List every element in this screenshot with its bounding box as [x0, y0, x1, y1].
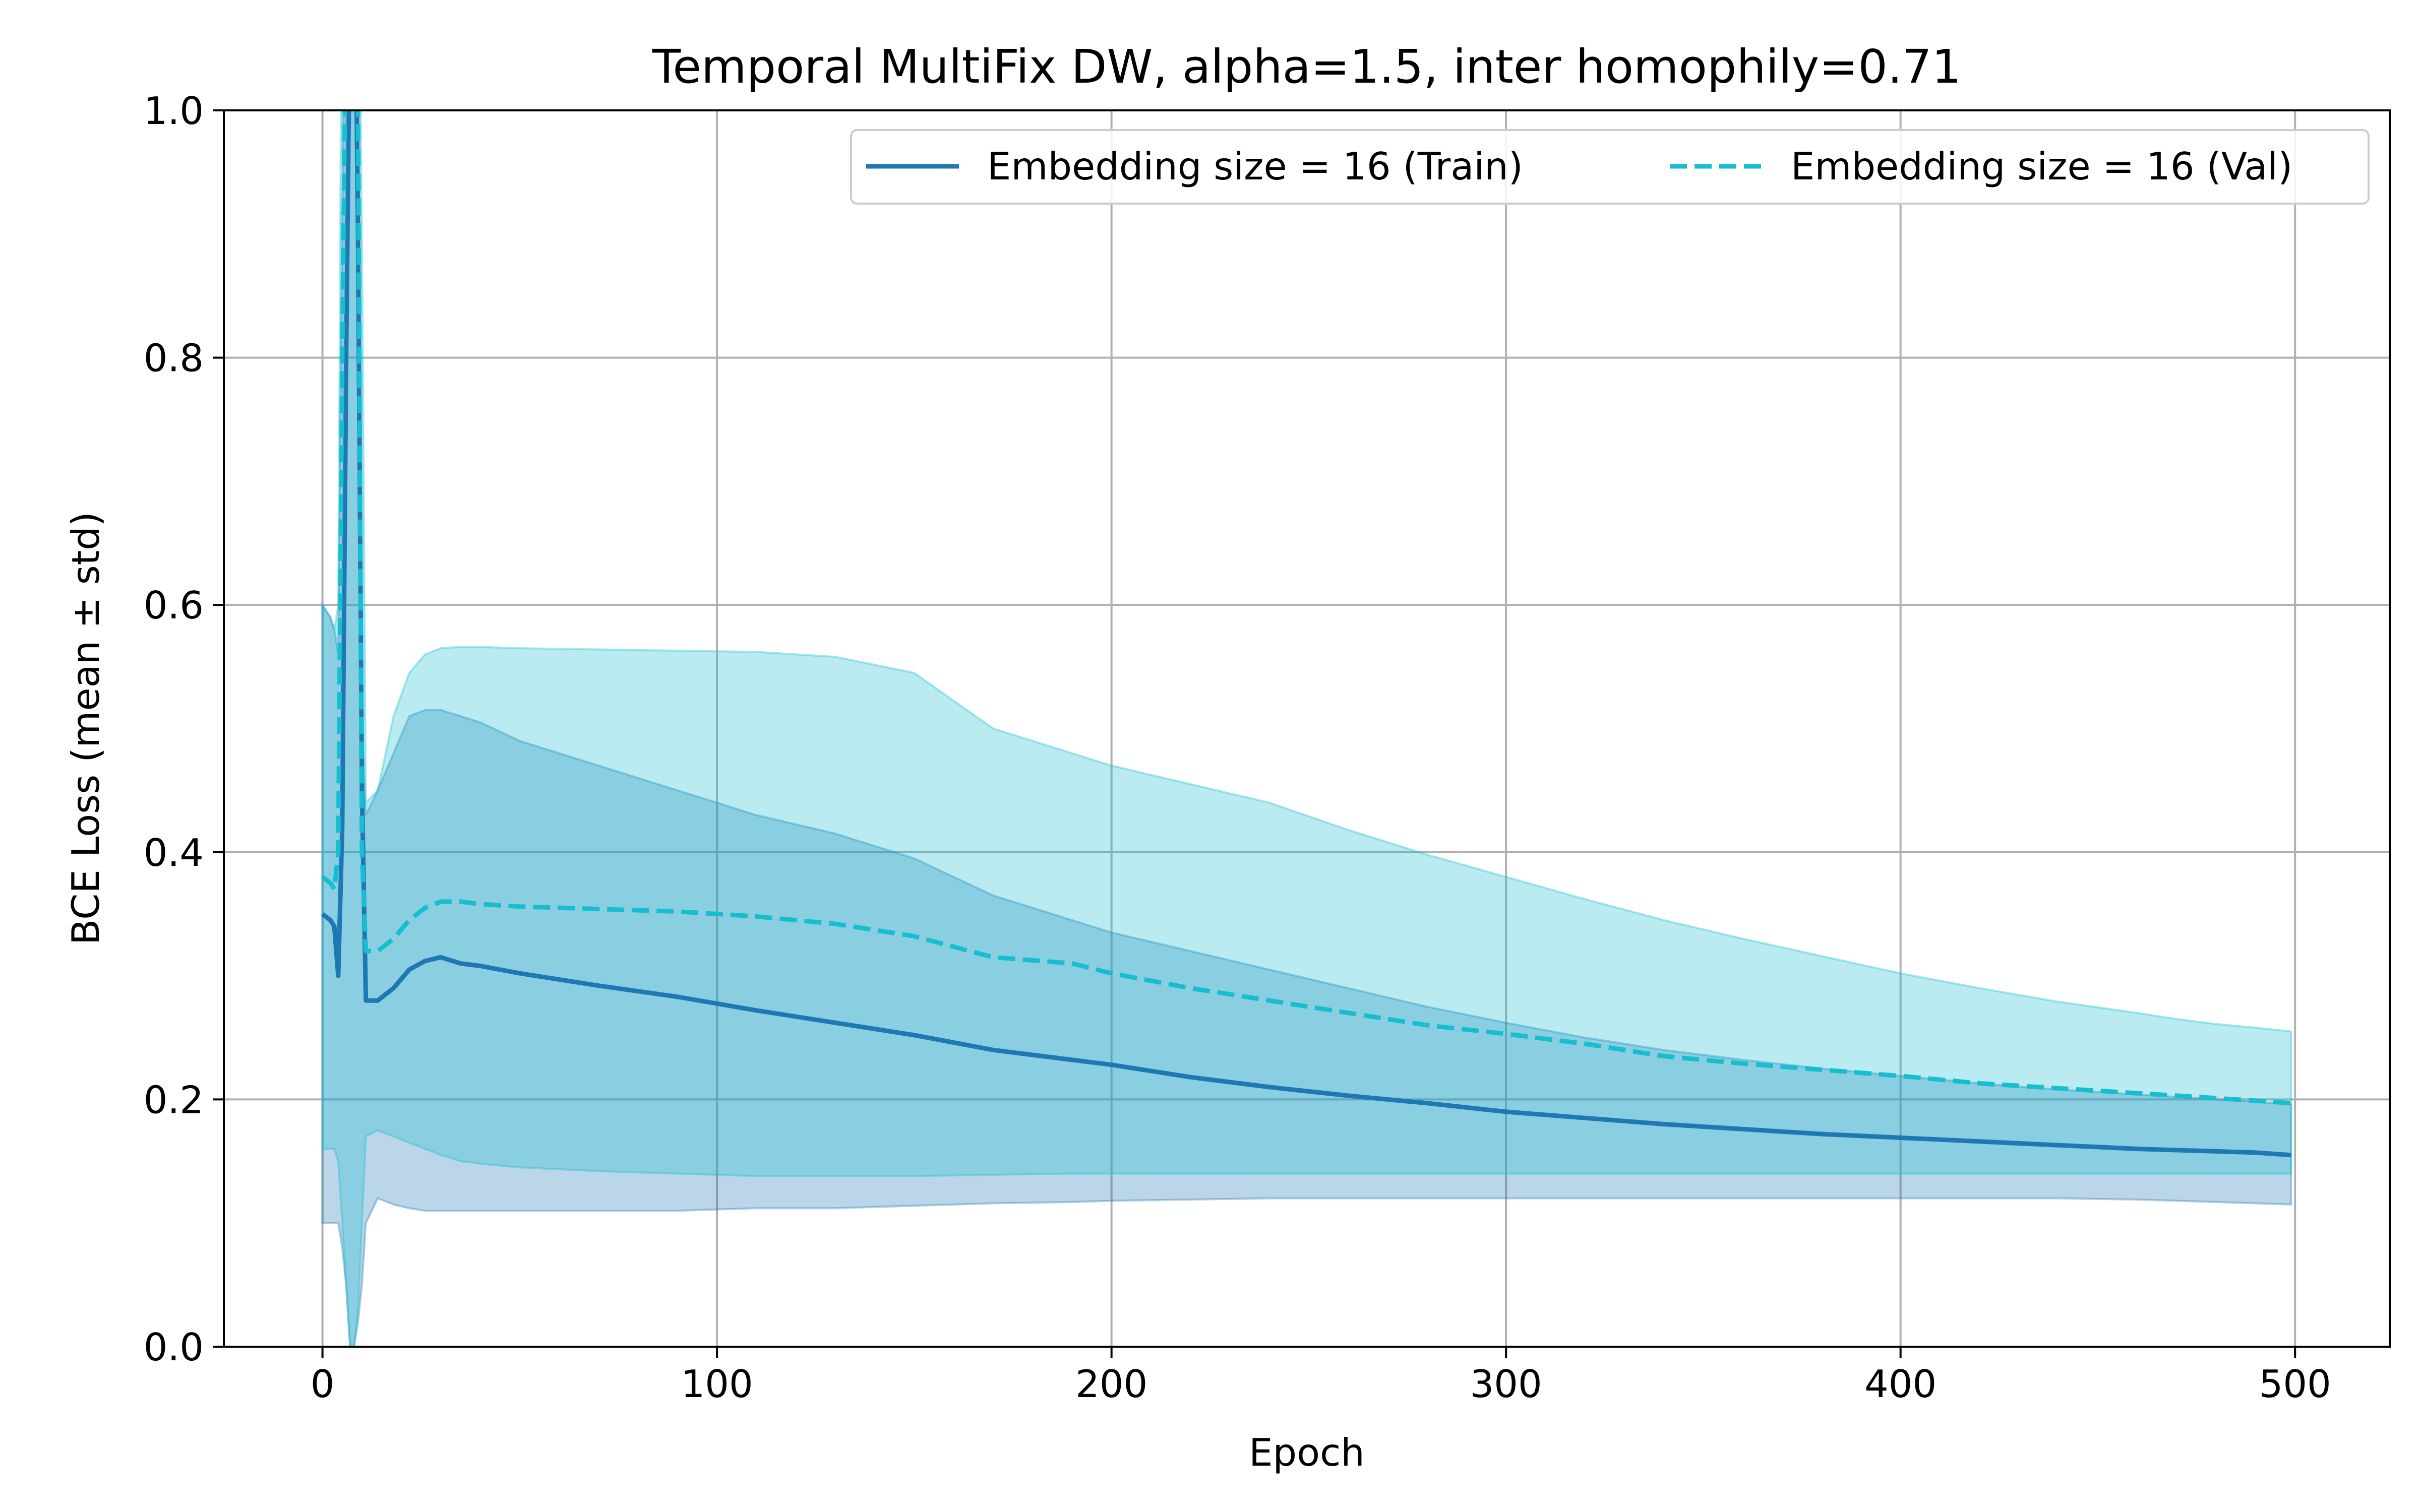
- y-axis-label: BCE Loss (mean ± std): [64, 512, 108, 945]
- y-tick-label: 0.8: [144, 336, 204, 381]
- x-tick-label: 500: [2259, 1362, 2331, 1406]
- x-tick-label: 400: [1864, 1362, 1937, 1406]
- mean-line-train: [321, 110, 2291, 1158]
- y-tick-label: 0.6: [144, 583, 204, 627]
- y-tick-label: 0.4: [144, 831, 204, 875]
- x-tick-label: 0: [311, 1362, 335, 1406]
- x-tick-label: 200: [1075, 1362, 1147, 1406]
- axis-ticks: 0 100 200 300 400 500 0.0 0.2 0.4 0.6 0.8 1.0: [144, 89, 2331, 1406]
- std-bands: [321, 110, 2292, 1347]
- chart-title: Temporal MultiFix DW, alpha=1.5, inter h…: [652, 40, 1961, 94]
- legend-label-train: Embedding size = 16 (Train): [987, 144, 1523, 188]
- legend-label-val: Embedding size = 16 (Val): [1791, 144, 2292, 188]
- legend: Embedding size = 16 (Train) Embedding si…: [850, 129, 2370, 205]
- plot-frame: [223, 109, 2391, 1348]
- x-axis-label: Epoch: [1249, 1430, 1365, 1475]
- mean-line-val: [321, 110, 2291, 1106]
- mean-lines: [321, 110, 2291, 1158]
- x-tick-label: 100: [681, 1362, 753, 1406]
- y-tick-label: 1.0: [144, 89, 204, 133]
- y-tick-label: 0.0: [144, 1325, 204, 1369]
- plot-background: [224, 110, 2390, 1347]
- legend-box: [850, 129, 2370, 205]
- std-band-val: [321, 110, 2292, 1347]
- std-band-train: [321, 110, 2292, 1347]
- x-tick-label: 300: [1470, 1362, 1542, 1406]
- y-tick-label: 0.2: [144, 1078, 204, 1122]
